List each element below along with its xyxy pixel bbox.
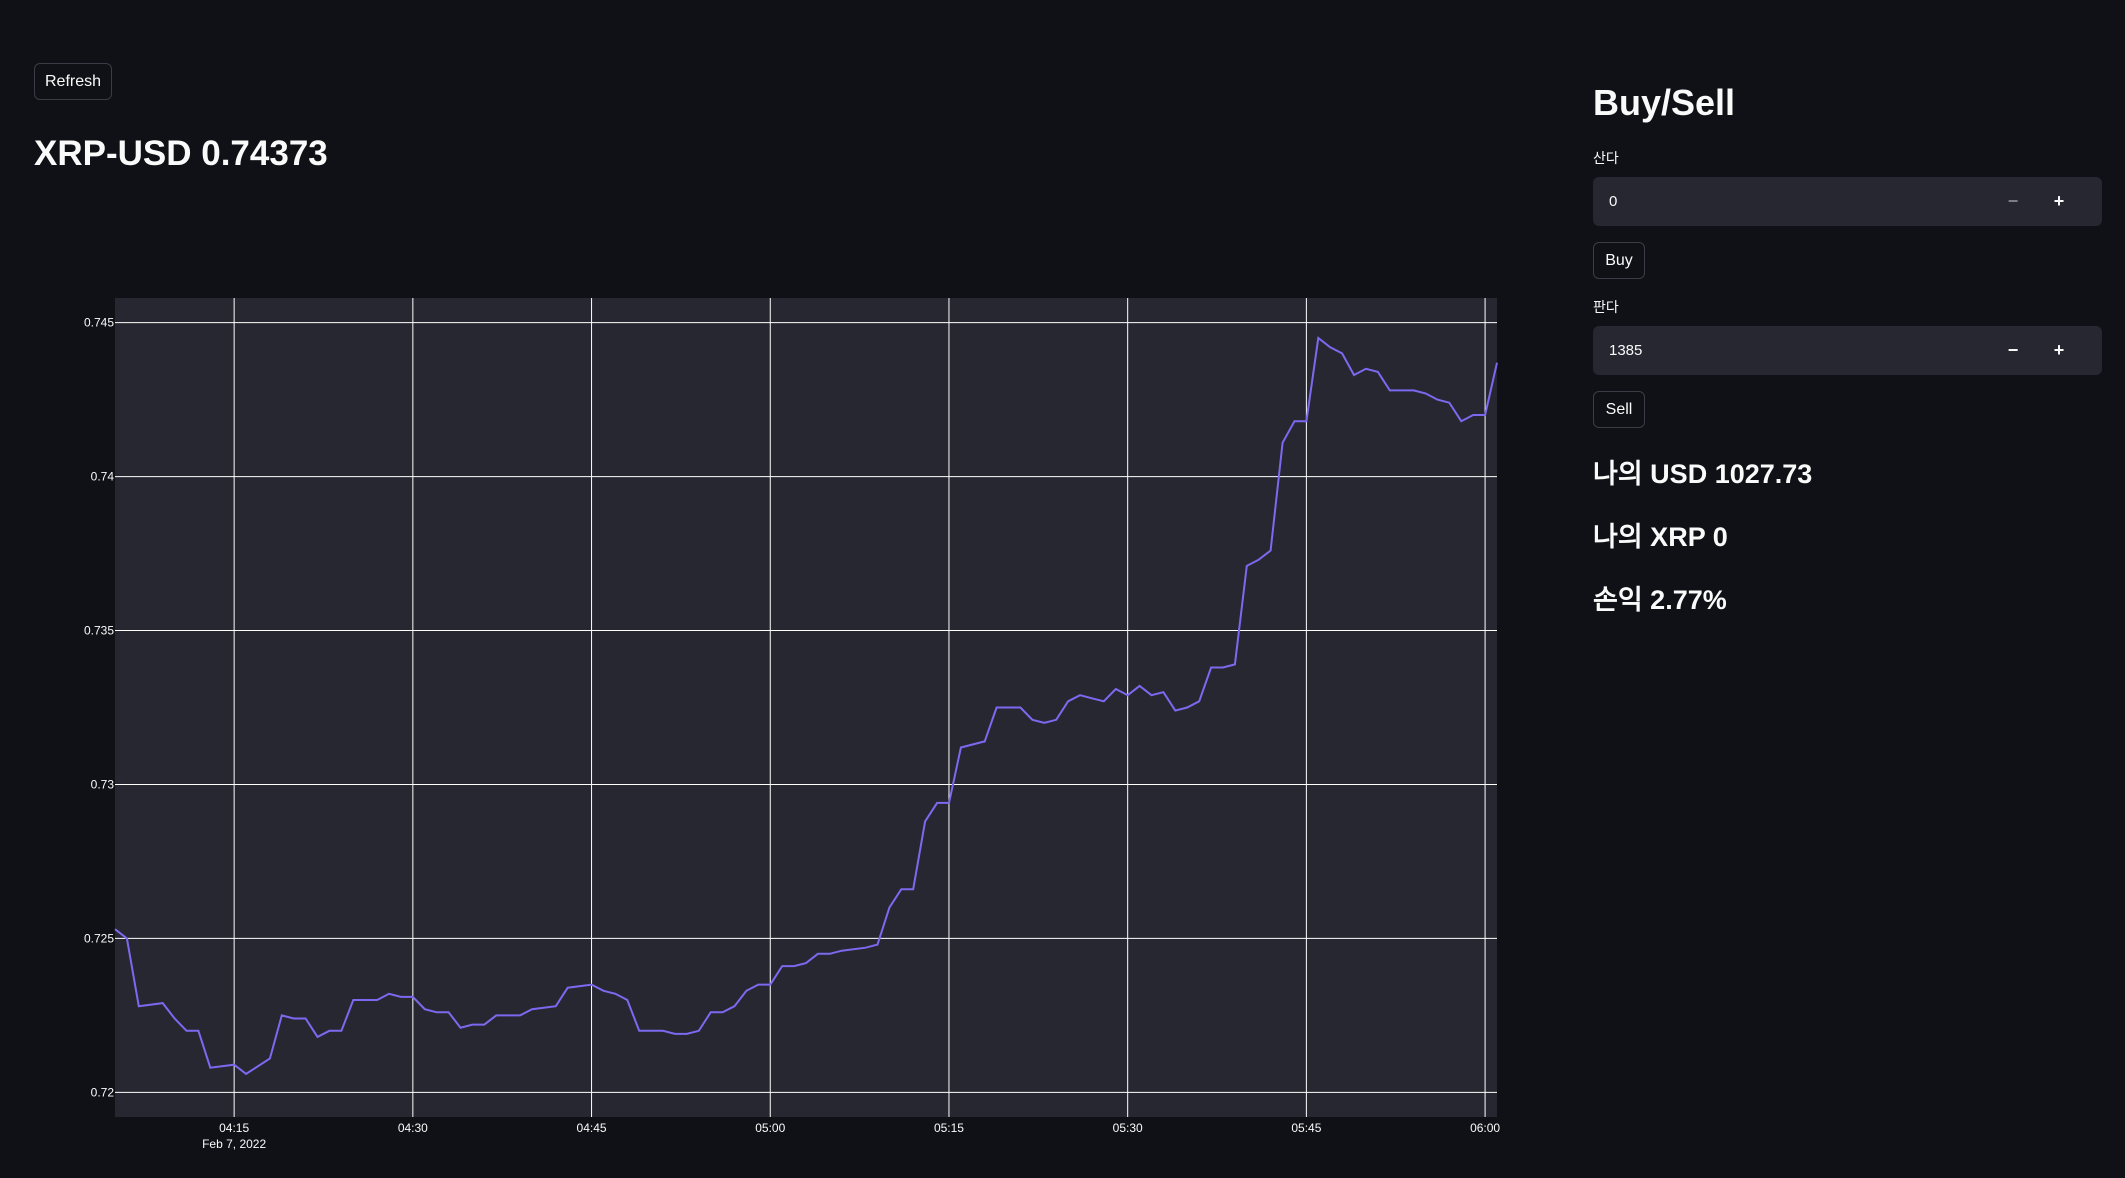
sell-amount-input[interactable]	[1593, 326, 2013, 375]
y-tick-label: 0.725	[84, 931, 114, 945]
x-axis-ticks: 04:15 04:30 04:45 05:00 05:15 05:30 05:45 06:00	[219, 1121, 1500, 1135]
grid-lines	[115, 298, 1497, 1117]
x-tick-label: 05:00	[755, 1121, 785, 1135]
profit-loss: 손익 2.77%	[1593, 585, 1727, 615]
x-axis-date-label: Feb 7, 2022	[202, 1137, 266, 1151]
buy-amount-field	[1593, 177, 2102, 226]
y-tick-label: 0.745	[84, 316, 114, 330]
y-tick-label: 0.72	[91, 1085, 115, 1099]
x-tick-label: 06:00	[1470, 1121, 1500, 1135]
x-tick-label: 04:30	[398, 1121, 428, 1135]
plot-background	[115, 298, 1497, 1117]
price-line	[114, 336, 1498, 1076]
refresh-button[interactable]: Refresh	[34, 63, 112, 100]
sell-decrement-button[interactable]: −	[2007, 340, 2019, 360]
sell-amount-label: 판다	[1593, 299, 1619, 315]
x-tick-label: 04:45	[577, 1121, 607, 1135]
my-xrp-balance: 나의 XRP 0	[1593, 522, 1728, 552]
x-tick-label: 04:15	[219, 1121, 249, 1135]
x-tick-label: 05:30	[1113, 1121, 1143, 1135]
buy-decrement-button[interactable]: −	[2007, 191, 2019, 211]
buy-sell-title: Buy/Sell	[1593, 82, 1736, 123]
y-tick-label: 0.74	[91, 470, 115, 484]
buy-button[interactable]: Buy	[1593, 242, 1645, 279]
y-tick-label: 0.735	[84, 624, 114, 638]
my-usd-balance: 나의 USD 1027.73	[1593, 459, 1813, 489]
x-tick-label: 05:45	[1291, 1121, 1321, 1135]
sell-button[interactable]: Sell	[1593, 391, 1645, 428]
sell-increment-button[interactable]: +	[2053, 340, 2065, 360]
buy-amount-label: 산다	[1593, 150, 1619, 166]
sell-amount-field	[1593, 326, 2102, 375]
buy-increment-button[interactable]: +	[2053, 191, 2065, 211]
y-tick-label: 0.73	[91, 777, 115, 791]
x-tick-label: 05:15	[934, 1121, 964, 1135]
y-axis-ticks: 0.72 0.725 0.73 0.735 0.74 0.745	[84, 316, 114, 1100]
buy-amount-input[interactable]	[1593, 177, 2013, 226]
price-title: XRP-USD 0.74373	[34, 134, 328, 173]
